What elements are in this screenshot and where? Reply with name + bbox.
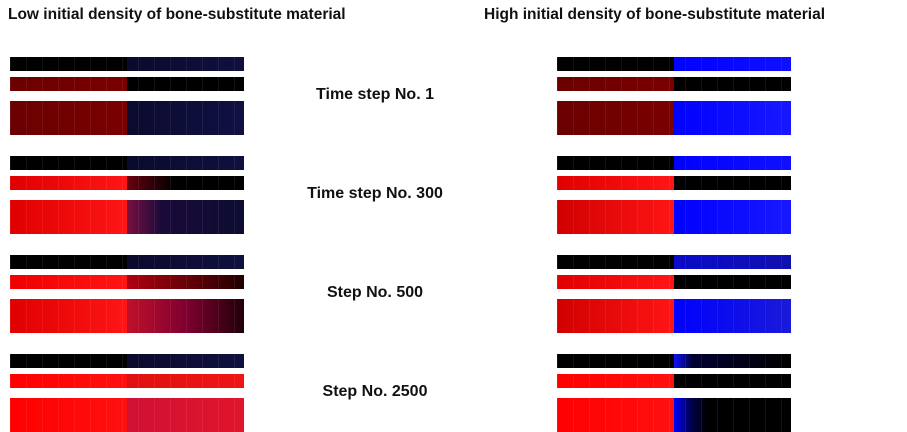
high-density-panel-2 <box>557 156 791 234</box>
high-density-top-strip <box>557 354 791 368</box>
low-density-panel-2 <box>10 156 244 234</box>
step-label-2: Time step No. 300 <box>307 185 443 202</box>
step-label-3: Step No. 500 <box>326 284 424 301</box>
low-density-bottom-block <box>10 398 244 432</box>
header-low-density: Low initial density of bone-substitute m… <box>8 6 346 23</box>
high-density-panel-1 <box>557 57 791 135</box>
low-density-panel-1 <box>10 57 244 135</box>
high-density-bottom-block <box>557 299 791 333</box>
high-density-top-strip <box>557 255 791 269</box>
step-label-4: Step No. 2500 <box>322 383 428 400</box>
high-density-panel-3 <box>557 255 791 333</box>
low-density-middle-strip <box>10 374 244 388</box>
low-density-bottom-block <box>10 200 244 234</box>
low-density-top-strip <box>10 255 244 269</box>
high-density-panel-4 <box>557 354 791 432</box>
low-density-middle-strip <box>10 275 244 289</box>
low-density-panel-4 <box>10 354 244 432</box>
step-label-1: Time step No. 1 <box>316 86 434 103</box>
low-density-bottom-block <box>10 101 244 135</box>
low-density-top-strip <box>10 156 244 170</box>
high-density-bottom-block <box>557 101 791 135</box>
high-density-bottom-block <box>557 200 791 234</box>
low-density-middle-strip <box>10 77 244 91</box>
low-density-top-strip <box>10 354 244 368</box>
low-density-top-strip <box>10 57 244 71</box>
high-density-bottom-block <box>557 398 791 432</box>
high-density-top-strip <box>557 156 791 170</box>
high-density-top-strip <box>557 57 791 71</box>
low-density-bottom-block <box>10 299 244 333</box>
low-density-panel-3 <box>10 255 244 333</box>
header-high-density: High initial density of bone-substitute … <box>484 6 826 23</box>
high-density-middle-strip <box>557 374 791 388</box>
high-density-middle-strip <box>557 176 791 190</box>
low-density-middle-strip <box>10 176 244 190</box>
high-density-middle-strip <box>557 77 791 91</box>
high-density-middle-strip <box>557 275 791 289</box>
